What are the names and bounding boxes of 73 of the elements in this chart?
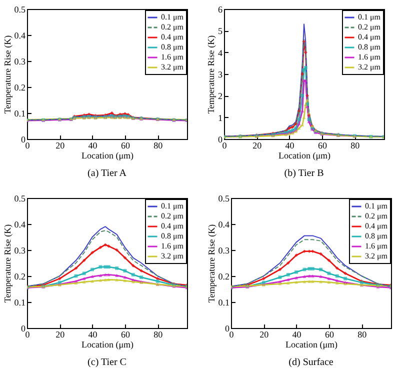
legend-label: 0.2 μm xyxy=(161,22,184,32)
y-axis-title: Temperature Rise (K) xyxy=(206,35,216,114)
text: (d) Surface xyxy=(288,357,334,368)
y-tick-label: 0.5 xyxy=(218,194,230,204)
y-tick-label: 0.2 xyxy=(14,82,26,92)
x-tick-label: 40 xyxy=(285,140,295,150)
x-tick-label: 60 xyxy=(324,330,334,340)
legend-label: 0.1 μm xyxy=(161,202,184,210)
legend-label: 3.2 μm xyxy=(161,62,184,72)
legend-label: 3.2 μm xyxy=(161,252,184,260)
x-tick-label: 80 xyxy=(154,330,164,340)
legend-label: 0.8 μm xyxy=(358,42,382,52)
x-axis-title: Location (μm) xyxy=(81,150,134,160)
x-axis-title: Location (μm) xyxy=(278,150,331,160)
text: (b) Tier B xyxy=(284,168,324,179)
legend-label: 1.6 μm xyxy=(358,52,382,62)
legend-label: 1.6 μm xyxy=(365,242,388,250)
x-tick-label: 20 xyxy=(56,330,66,340)
y-axis-title: Temperature Rise (K) xyxy=(2,35,12,114)
legend-label: 1.6 μm xyxy=(161,52,184,62)
y-tick-label: 0.3 xyxy=(14,56,26,66)
legend-label: 0.2 μm xyxy=(358,22,382,32)
y-tick-label: 3 xyxy=(218,70,223,80)
legend-label: 0.1 μm xyxy=(358,12,382,22)
y-tick-label: 0.5 xyxy=(14,4,26,14)
x-tick-label: 80 xyxy=(358,330,368,340)
y-tick-label: 6 xyxy=(218,4,223,14)
legend-label: 0.8 μm xyxy=(365,232,388,240)
x-tick-label: 60 xyxy=(120,330,130,340)
legend-label: 0.2 μm xyxy=(161,212,184,220)
x-tick-label: 40 xyxy=(88,140,98,150)
y-axis-title: Temperature Rise (K) xyxy=(2,224,12,303)
x-tick-label: 60 xyxy=(120,140,130,150)
y-tick-label: 0.4 xyxy=(14,30,26,40)
y-tick-label: 0.3 xyxy=(14,246,26,256)
y-tick-label: 0.1 xyxy=(218,298,230,308)
y-tick-label: 5 xyxy=(218,26,223,36)
legend-label: 0.4 μm xyxy=(161,32,184,42)
x-tick-label: 20 xyxy=(252,140,262,150)
y-tick-label: 0.4 xyxy=(218,220,230,230)
y-tick-label: 0.2 xyxy=(14,272,26,282)
text: (a) Tier A xyxy=(88,168,128,179)
text: (c) Tier C xyxy=(88,357,127,368)
x-tick-label: 20 xyxy=(260,330,270,340)
y-axis-title: Temperature Rise (K) xyxy=(206,224,216,303)
y-tick-label: 0.3 xyxy=(218,246,230,256)
legend-label: 1.6 μm xyxy=(161,242,184,250)
x-tick-label: 80 xyxy=(350,140,360,150)
y-tick-label: 0.1 xyxy=(14,298,26,308)
legend-label: 0.8 μm xyxy=(161,42,184,52)
y-tick-label: 0.1 xyxy=(14,108,26,118)
legend-label: 0.4 μm xyxy=(161,222,184,230)
legend-label: 0.1 μm xyxy=(365,202,388,210)
x-tick-label: 40 xyxy=(88,330,98,340)
legend-label: 0.1 μm xyxy=(161,12,184,22)
y-tick-label: 0.4 xyxy=(14,220,26,230)
x-tick-label: 20 xyxy=(56,140,66,150)
x-axis-title: Location (μm) xyxy=(285,340,338,350)
x-tick-label: 80 xyxy=(154,140,164,150)
x-axis-title: Location (μm) xyxy=(81,340,134,350)
x-tick-label: 60 xyxy=(318,140,328,150)
legend-label: 0.2 μm xyxy=(365,212,388,220)
x-tick-label: 40 xyxy=(292,330,302,340)
legend-label: 0.8 μm xyxy=(161,232,184,240)
y-tick-label: 0.2 xyxy=(218,272,230,282)
legend-label: 3.2 μm xyxy=(365,252,388,260)
legend-label: 0.4 μm xyxy=(365,222,388,230)
y-tick-label: 4 xyxy=(218,48,223,58)
y-tick-label: 0.5 xyxy=(14,194,26,204)
legend-label: 0.4 μm xyxy=(358,32,382,42)
y-tick-label: 1 xyxy=(218,112,222,123)
legend-label: 3.2 μm xyxy=(358,62,382,72)
y-tick-label: 2 xyxy=(218,91,222,102)
